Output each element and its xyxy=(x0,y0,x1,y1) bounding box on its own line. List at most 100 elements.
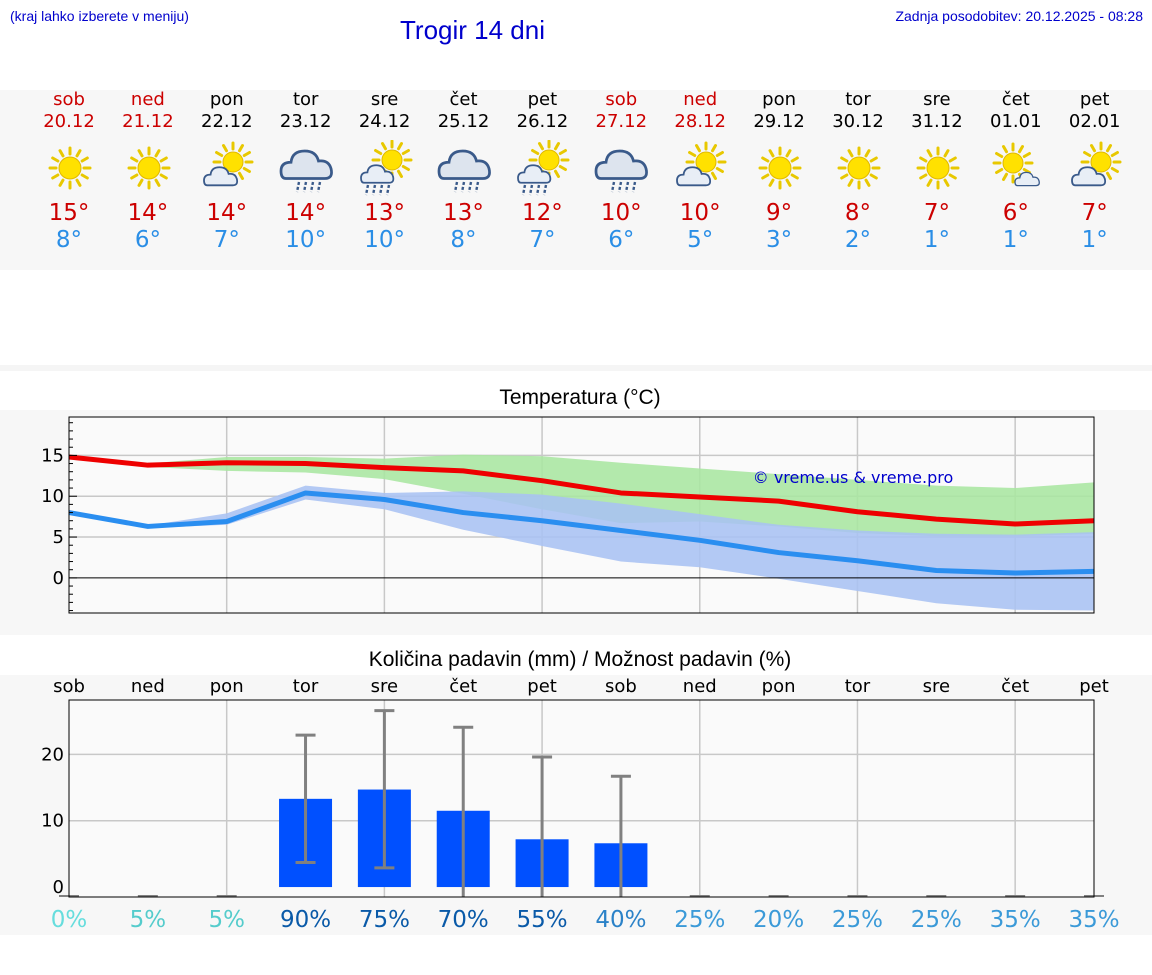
category-label: čet xyxy=(1001,676,1029,697)
day-date: 02.01 xyxy=(1068,111,1121,132)
max-temperature: 9° xyxy=(766,200,793,226)
precipitation-probability: 20% xyxy=(753,907,804,933)
day-name: pon xyxy=(762,89,797,110)
precipitation-chart: sob ned pon tor sre čet pet sob ned pon tor sre čet p… xyxy=(0,675,1152,935)
day-name: pet xyxy=(527,89,558,110)
sun-cloud-icon xyxy=(202,141,254,187)
max-temperature: 13° xyxy=(364,200,405,226)
day-column: ned 28.12 10° 5° xyxy=(660,90,740,270)
precipitation-probability: 25% xyxy=(674,907,725,933)
y-tick-label: 5 xyxy=(53,527,64,548)
sun-icon xyxy=(837,146,881,190)
rain-cloud-icon xyxy=(594,149,649,193)
y-tick-label: 15 xyxy=(41,445,64,466)
category-label: pon xyxy=(210,676,244,697)
sun-icon xyxy=(758,146,802,190)
rain-cloud-icon xyxy=(437,149,491,193)
day-name: sre xyxy=(370,89,399,110)
max-temperature: 14° xyxy=(127,200,169,226)
day-name: sre xyxy=(923,89,951,110)
precipitation-probability: 25% xyxy=(911,907,962,933)
precipitation-probability: 5% xyxy=(130,907,167,933)
day-date: 30.12 xyxy=(832,111,884,132)
precipitation-chart-title: Količina padavin (mm) / Možnost padavin … xyxy=(368,648,792,671)
day-date: 24.12 xyxy=(358,111,411,132)
temperature-chart: 0 5 10 15 © vreme.us & vreme.pro xyxy=(0,410,1152,635)
precipitation-probability: 75% xyxy=(359,907,410,933)
day-name: čet xyxy=(449,89,478,110)
last-update: Zadnja posodobitev: 20.12.2025 - 08:28 xyxy=(895,8,1143,24)
min-temperature: 5° xyxy=(687,227,714,253)
max-temperature: 13° xyxy=(443,200,484,226)
min-temperature: 6° xyxy=(608,227,635,253)
sun-rain-icon xyxy=(359,140,413,196)
y-tick-label: 10 xyxy=(41,811,64,832)
max-temperature: 10° xyxy=(600,200,642,226)
y-tick-label: 0 xyxy=(53,568,64,589)
category-label: sre xyxy=(923,676,950,697)
sun-cloud-icon xyxy=(676,141,727,187)
precipitation-probability: 35% xyxy=(990,907,1041,933)
precipitation-probability: 35% xyxy=(1068,907,1119,933)
min-temperature: 8° xyxy=(450,227,477,253)
day-name: sob xyxy=(53,89,85,110)
precipitation-probability: 0% xyxy=(51,907,88,933)
category-label: čet xyxy=(449,676,477,697)
precipitation-probability: 90% xyxy=(280,907,331,933)
day-name: pet xyxy=(1079,89,1110,110)
max-temperature: 15° xyxy=(48,200,90,226)
min-temperature: 8° xyxy=(55,227,83,253)
day-date: 25.12 xyxy=(437,111,490,132)
category-label: sob xyxy=(53,676,85,697)
category-label: pet xyxy=(1079,676,1109,697)
day-column: sre 31.12 7° 1° xyxy=(897,90,977,270)
day-date: 26.12 xyxy=(516,111,569,132)
min-temperature: 6° xyxy=(134,227,161,253)
sun-icon xyxy=(127,146,171,190)
temperature-chart-title: Temperatura (°C) xyxy=(499,386,661,409)
day-column: pon 22.12 14° 7° xyxy=(187,90,267,270)
category-label: sre xyxy=(371,676,398,697)
sun-rain-icon xyxy=(517,140,570,196)
rain-cloud-icon xyxy=(279,149,333,193)
watermark: © vreme.us & vreme.pro xyxy=(753,468,954,487)
plot-area xyxy=(69,700,1094,897)
location-hint: (kraj lahko izberete v meniju) xyxy=(10,8,189,24)
day-date: 23.12 xyxy=(279,111,332,132)
category-label: tor xyxy=(293,676,319,697)
min-temperature: 10° xyxy=(285,227,327,253)
day-column: pet 02.01 7° 1° xyxy=(1055,90,1135,270)
day-date: 21.12 xyxy=(122,111,174,132)
min-temperature: 7° xyxy=(529,227,556,253)
forecast-band xyxy=(0,90,1152,270)
min-temperature: 1° xyxy=(1081,227,1108,253)
max-temperature: 7° xyxy=(1081,200,1108,226)
category-label: pet xyxy=(527,676,557,697)
min-temperature: 1° xyxy=(923,227,950,253)
day-name: sob xyxy=(605,89,638,110)
min-temperature: 10° xyxy=(364,227,405,253)
day-date: 01.01 xyxy=(990,111,1042,132)
day-name: tor xyxy=(845,89,871,110)
category-label: ned xyxy=(683,676,717,697)
divider xyxy=(0,365,1152,371)
min-temperature: 1° xyxy=(1002,227,1029,253)
plot-frame xyxy=(68,416,1095,614)
sun-icon xyxy=(916,146,960,190)
max-temperature: 8° xyxy=(844,200,872,226)
min-temperature: 3° xyxy=(766,227,793,253)
min-temperature: 2° xyxy=(844,227,872,253)
day-column: pet 26.12 12° 7° xyxy=(502,90,582,270)
sun-cloud-icon xyxy=(1070,141,1122,187)
day-column: ned 21.12 14° 6° xyxy=(108,90,188,270)
day-name: čet xyxy=(1001,89,1030,110)
day-date: 28.12 xyxy=(674,111,726,132)
day-column: sob 20.12 15° 8° xyxy=(29,90,109,270)
day-date: 27.12 xyxy=(595,111,648,132)
day-column: čet 01.01 6° 1° xyxy=(976,90,1056,270)
y-tick-label: 20 xyxy=(41,744,64,765)
category-label: ned xyxy=(131,676,165,697)
day-column: tor 30.12 8° 2° xyxy=(818,90,898,270)
max-temperature: 14° xyxy=(206,200,248,226)
page-title: Trogir 14 dni xyxy=(400,15,545,45)
